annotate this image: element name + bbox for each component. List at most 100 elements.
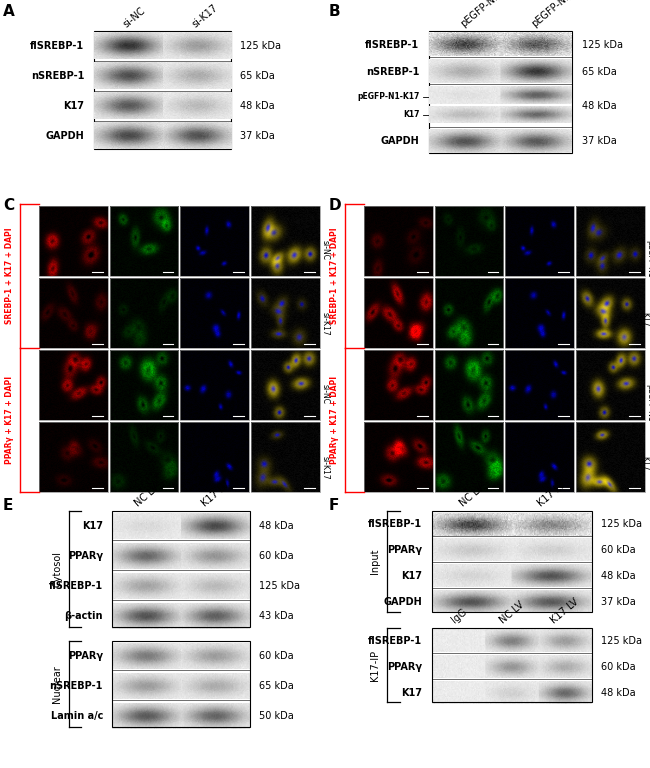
Text: GAPDH: GAPDH [46,131,84,141]
Text: Input: Input [370,548,380,574]
Text: SREBP-1 + K17 + DAPI: SREBP-1 + K17 + DAPI [5,227,14,324]
Bar [576,350,645,420]
Text: si-K17: si-K17 [190,2,220,29]
Text: flSREBP-1: flSREBP-1 [365,40,419,50]
Text: PPARγ: PPARγ [387,662,422,672]
Text: K17 LV: K17 LV [200,480,231,508]
Bar [576,422,645,492]
Text: 48 kDa: 48 kDa [601,571,636,581]
Bar [39,278,107,348]
Text: 125 kDa: 125 kDa [259,581,300,591]
Text: SREBP-1 + K17 + DAPI: SREBP-1 + K17 + DAPI [330,227,339,324]
Bar [180,422,249,492]
Text: 48 kDa: 48 kDa [259,521,294,531]
Text: PPARγ: PPARγ [68,551,103,561]
Text: flSREBP-1: flSREBP-1 [369,519,422,529]
Text: 48 kDa: 48 kDa [240,101,275,111]
Bar [364,422,432,492]
Text: flSREBP-1: flSREBP-1 [369,636,422,646]
Text: 125 kDa: 125 kDa [582,40,623,50]
Text: K17: K17 [82,521,103,531]
Text: 60 kDa: 60 kDa [601,662,636,672]
Text: nSREBP-1: nSREBP-1 [31,71,84,81]
Text: 125 kDa: 125 kDa [601,519,642,529]
Bar [251,350,320,420]
Text: si-NC: si-NC [320,240,330,260]
Text: pEGFP-N1-K17: pEGFP-N1-K17 [357,92,419,101]
Bar [112,641,250,727]
Text: Nuclear: Nuclear [53,665,62,703]
Text: GAPDH: GAPDH [380,136,419,146]
Text: PPARγ + K17 + DAPI: PPARγ + K17 + DAPI [5,376,14,464]
Text: PPARγ + K17 + DAPI: PPARγ + K17 + DAPI [330,376,339,464]
Text: NC LV: NC LV [498,599,526,625]
Text: K17: K17 [402,571,422,581]
Text: 48 kDa: 48 kDa [601,688,636,698]
Bar [429,31,572,153]
Text: 65 kDa: 65 kDa [582,67,616,77]
Bar [110,422,178,492]
Bar [110,278,178,348]
Bar [435,422,503,492]
Bar [110,206,178,276]
Text: flSREBP-1: flSREBP-1 [30,41,84,51]
Text: K17: K17 [403,111,419,119]
Text: si-K17: si-K17 [320,456,330,480]
Text: Lamin a/c: Lamin a/c [51,711,103,721]
Text: PPARγ: PPARγ [68,651,103,661]
Text: NC LV: NC LV [458,483,486,508]
Text: K17 LV: K17 LV [536,480,567,508]
Text: flSREBP-1: flSREBP-1 [49,581,103,591]
Bar [506,422,574,492]
Text: NC LV: NC LV [133,483,161,508]
Text: PPARγ: PPARγ [387,545,422,555]
Text: 60 kDa: 60 kDa [601,545,636,555]
Text: 60 kDa: 60 kDa [259,551,294,561]
Text: A: A [3,4,15,19]
Bar [506,350,574,420]
Bar [435,350,503,420]
Bar [180,278,249,348]
Bar [94,63,231,89]
Text: β-actin: β-actin [64,611,103,621]
Bar [435,206,503,276]
Bar [576,278,645,348]
Bar [110,350,178,420]
Bar [94,93,231,119]
Text: pEGFP-N1: pEGFP-N1 [645,240,650,277]
Text: 37 kDa: 37 kDa [601,598,636,607]
Bar [364,206,432,276]
Text: 37 kDa: 37 kDa [582,136,616,146]
Bar [94,33,231,59]
Text: K17: K17 [402,688,422,698]
Bar [180,206,249,276]
Text: nSREBP-1: nSREBP-1 [366,67,419,77]
Text: pEGFP-N1-K17: pEGFP-N1-K17 [530,0,590,29]
Text: 65 kDa: 65 kDa [259,681,294,691]
Bar [364,278,432,348]
Bar [364,350,432,420]
Text: D: D [328,198,341,213]
Bar [506,278,574,348]
Text: pEGFP-N1-
K17: pEGFP-N1- K17 [640,312,650,353]
Bar [251,422,320,492]
Text: 125 kDa: 125 kDa [240,41,281,51]
Text: pEGFP-N1: pEGFP-N1 [458,0,502,29]
Bar [39,422,107,492]
Bar [435,278,503,348]
Text: F: F [328,498,339,513]
Bar [94,122,231,149]
Text: 65 kDa: 65 kDa [240,71,275,81]
Bar [251,206,320,276]
Text: K17: K17 [63,101,84,111]
Text: 50 kDa: 50 kDa [259,711,294,721]
Text: C: C [3,198,14,213]
Text: 60 kDa: 60 kDa [259,651,294,661]
Text: Cytosol: Cytosol [53,551,62,588]
Bar [39,350,107,420]
Text: K17 LV: K17 LV [549,597,580,625]
Text: pEGFP-N1: pEGFP-N1 [645,384,650,422]
Text: pEGFP-N1-
K17: pEGFP-N1- K17 [640,456,650,496]
Text: si-K17: si-K17 [320,312,330,336]
Text: K17-IP: K17-IP [370,650,380,680]
